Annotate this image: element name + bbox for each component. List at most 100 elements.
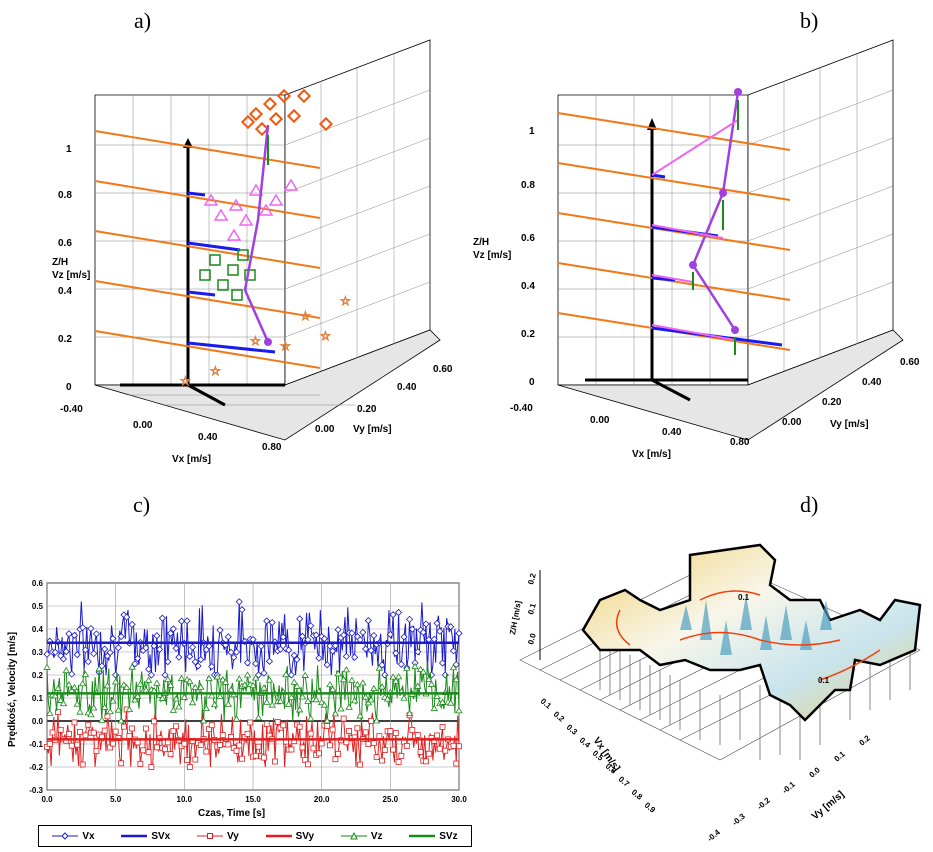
chart-point bbox=[213, 673, 221, 680]
panel-a-vx-tick: 0.80 bbox=[262, 442, 282, 453]
chart-point bbox=[66, 731, 72, 737]
panel-d-z-label: Z/H [m/s] bbox=[508, 600, 523, 636]
chart-point bbox=[408, 625, 416, 633]
svg-text:☆: ☆ bbox=[340, 294, 351, 308]
chart-point bbox=[438, 659, 447, 667]
chart-point bbox=[265, 657, 274, 665]
chart-point bbox=[216, 692, 224, 700]
chart-point bbox=[54, 684, 62, 691]
chart-point bbox=[353, 681, 362, 688]
chart-x-tick-label: 30.0 bbox=[451, 795, 467, 804]
chart-point bbox=[233, 747, 240, 754]
chart-point bbox=[370, 740, 377, 747]
chart-point bbox=[197, 742, 204, 749]
chart-y-tick-label: 0.5 bbox=[32, 602, 44, 611]
chart-point bbox=[118, 760, 125, 767]
chart-point bbox=[109, 697, 117, 704]
chart-x-tick-label: 20.0 bbox=[314, 795, 330, 804]
chart-point bbox=[188, 699, 197, 706]
chart-point bbox=[125, 705, 134, 712]
chart-point bbox=[442, 747, 449, 754]
chart-point bbox=[129, 725, 136, 732]
chart-point bbox=[419, 628, 427, 636]
chart-point bbox=[219, 676, 227, 683]
chart-point bbox=[414, 682, 422, 689]
chart-point bbox=[337, 705, 345, 712]
chart-point bbox=[433, 619, 441, 627]
chart-x-tick-label: 0.0 bbox=[41, 795, 53, 804]
chart-point bbox=[370, 684, 378, 692]
chart-point bbox=[186, 764, 193, 770]
chart-point bbox=[348, 629, 356, 637]
chart-point bbox=[114, 644, 122, 652]
chart-point bbox=[422, 620, 430, 628]
chart-point bbox=[79, 761, 86, 768]
chart-point bbox=[411, 662, 419, 670]
legend-item-SVx: SVx bbox=[121, 831, 170, 842]
chart-point bbox=[89, 704, 98, 711]
chart-point bbox=[315, 654, 323, 662]
chart-point bbox=[189, 643, 197, 651]
chart-point bbox=[164, 658, 172, 666]
chart-point bbox=[162, 746, 169, 753]
chart-point bbox=[85, 721, 92, 728]
chart-point bbox=[335, 750, 342, 757]
panel-b-z-axis-label-1: Z/H bbox=[473, 237, 489, 248]
panel-d-vx-tick: 0.4 bbox=[578, 736, 593, 750]
chart-point bbox=[205, 674, 213, 682]
chart-point bbox=[225, 741, 232, 748]
chart-point bbox=[203, 748, 210, 755]
panel-a-vy-tick: 0.40 bbox=[397, 382, 417, 393]
chart-point bbox=[456, 743, 462, 750]
panel-b-vy-label: Vy [m/s] bbox=[830, 419, 869, 430]
legend-label: SVy bbox=[295, 830, 315, 842]
chart-point bbox=[191, 683, 200, 690]
chart-ticks: -0.3 -0.2 -0.1 0.0 0.1 0.2 0.3 0.4 0.5 0.6 0.0 5.0 1… bbox=[29, 579, 467, 804]
chart-point bbox=[323, 717, 331, 724]
chart-point bbox=[327, 742, 333, 749]
panel-b-z-tick: 0.6 bbox=[521, 233, 535, 244]
panel-d-z-tick: 0.1 bbox=[526, 602, 538, 616]
chart-point bbox=[447, 699, 455, 706]
chart-point bbox=[356, 712, 364, 719]
chart-point bbox=[150, 642, 158, 650]
chart-point bbox=[232, 715, 241, 722]
chart-point bbox=[106, 707, 114, 715]
chart-point bbox=[436, 745, 443, 752]
chart-point bbox=[328, 685, 337, 693]
svg-text:☆: ☆ bbox=[180, 374, 191, 388]
chart-point bbox=[90, 650, 98, 658]
chart-point bbox=[46, 709, 54, 716]
chart-point bbox=[367, 696, 375, 703]
chart-point bbox=[208, 722, 215, 729]
chart-point bbox=[367, 646, 375, 655]
panel-a-vy-tick: 0.00 bbox=[315, 424, 335, 435]
chart-point bbox=[221, 678, 230, 685]
chart-point bbox=[263, 617, 271, 625]
chart-point bbox=[298, 693, 307, 700]
chart-point bbox=[268, 701, 276, 708]
chart-point bbox=[386, 630, 394, 639]
chart-point bbox=[172, 644, 180, 652]
chart-point bbox=[169, 706, 178, 713]
chart-point bbox=[373, 754, 380, 761]
chart-point bbox=[340, 715, 347, 722]
panel-b-z-tick: 0 bbox=[529, 377, 535, 388]
legend-item-SVz: SVz bbox=[409, 831, 458, 842]
panel-a-z-tick: 0.8 bbox=[58, 190, 72, 201]
chart-point bbox=[307, 730, 314, 737]
chart-point bbox=[452, 660, 460, 669]
chart-point bbox=[252, 660, 260, 668]
chart-point bbox=[394, 673, 403, 680]
chart-x-tick-label: 10.0 bbox=[177, 795, 193, 804]
chart-point bbox=[249, 681, 257, 689]
chart-point bbox=[285, 700, 293, 707]
chart-point bbox=[425, 750, 432, 757]
chart-point bbox=[293, 682, 301, 689]
panel-d-z-tick: 0.0 bbox=[526, 632, 538, 646]
chart-point bbox=[57, 696, 65, 703]
chart-point bbox=[219, 732, 226, 738]
chart-point bbox=[73, 651, 81, 659]
chart-point bbox=[430, 704, 438, 712]
chart-point bbox=[224, 700, 232, 707]
